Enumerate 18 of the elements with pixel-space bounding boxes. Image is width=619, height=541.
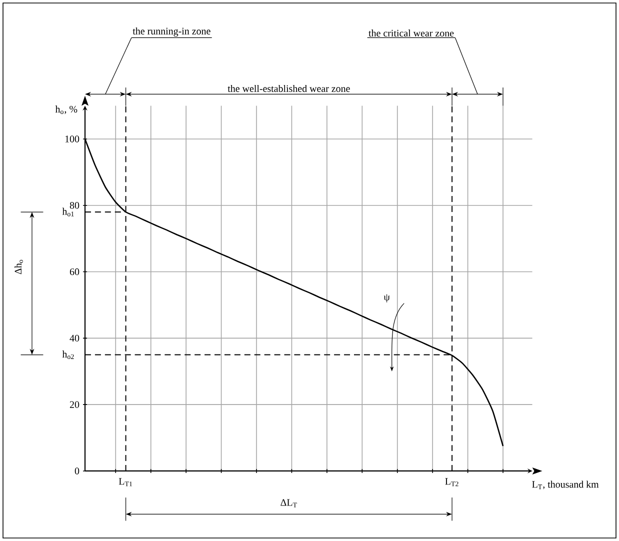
- text: the well-established wear zone: [228, 84, 350, 92]
- x-axis-title: L$_{T}$, thousand km: [532, 480, 599, 490]
- y-tick-label: 40: [70, 334, 80, 342]
- annotation: ψ: [384, 294, 390, 302]
- x-tick-label: L$_{T1}$: [118, 478, 132, 486]
- ref-line-label: h$_{o2}$: [62, 350, 74, 360]
- y-tick-label: 20: [70, 401, 80, 408]
- text: the critical wear zone: [368, 30, 454, 37]
- text: ΔL$_{T}$: [280, 499, 297, 508]
- text: Δh$_{o}$: [14, 260, 23, 274]
- x-tick-label: L$_{T2}$: [445, 478, 458, 486]
- y-tick-label: 0: [74, 468, 80, 474]
- y-tick-label: 80: [70, 202, 80, 209]
- ref-line-label: h$_{o1}$: [62, 208, 74, 216]
- y-tick-label: 100: [65, 136, 80, 142]
- text: the running-in zone: [132, 27, 210, 37]
- y-axis-title: h$_{o}$, %: [55, 106, 78, 114]
- y-tick-label: 60: [70, 268, 80, 276]
